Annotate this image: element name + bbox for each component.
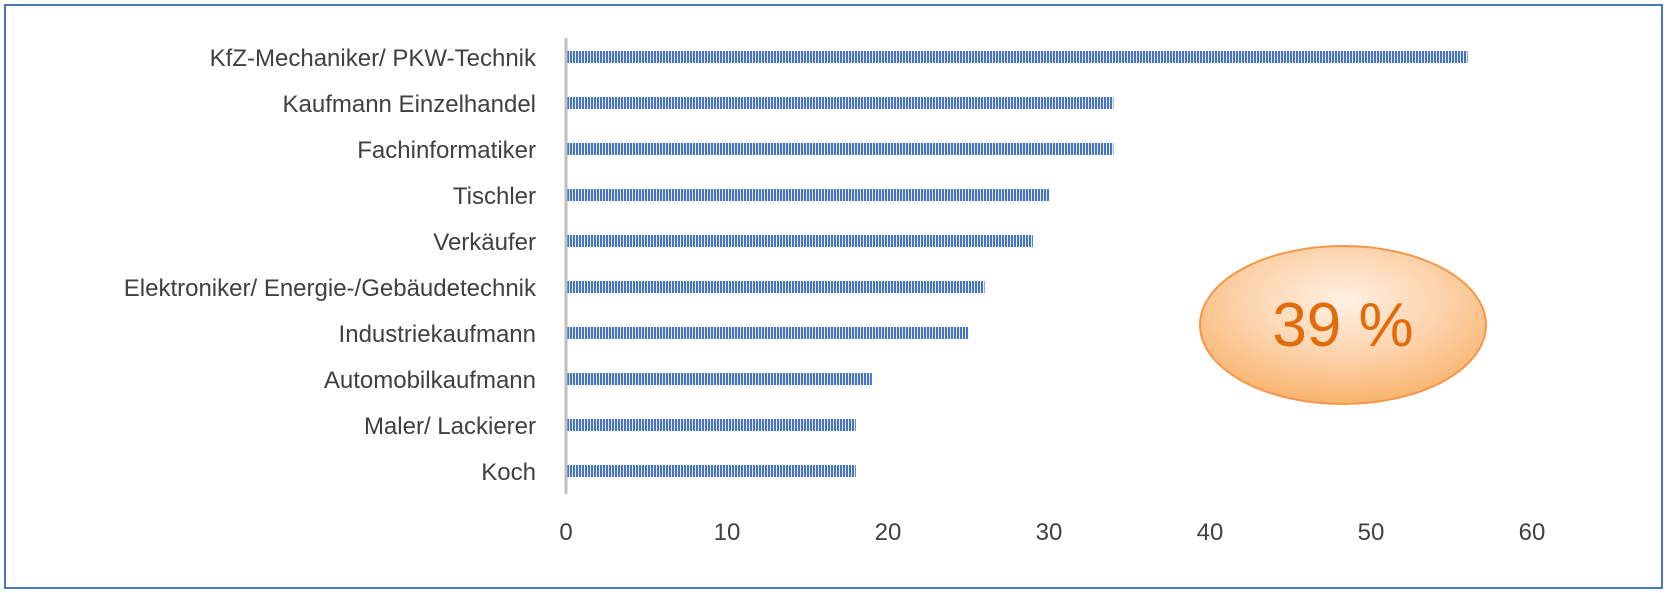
bar <box>566 235 1033 247</box>
category-label: Elektroniker/ Energie-/Gebäudetechnik <box>124 275 537 302</box>
bar <box>566 51 1468 63</box>
badge-text: 39 % <box>1272 291 1413 360</box>
category-label: Tischler <box>453 183 536 210</box>
bar <box>566 281 985 293</box>
category-label: Automobilkaufmann <box>324 367 536 394</box>
x-tick-label: 30 <box>1036 519 1063 546</box>
bar <box>566 465 856 477</box>
category-label: Kaufmann Einzelhandel <box>282 91 536 118</box>
category-label: Verkäufer <box>433 229 536 256</box>
x-tick-label: 40 <box>1197 519 1224 546</box>
x-tick-label: 0 <box>559 519 572 546</box>
category-label: Koch <box>481 459 536 486</box>
x-tick-label: 10 <box>714 519 741 546</box>
x-tick-label: 60 <box>1519 519 1546 546</box>
category-label: Maler/ Lackierer <box>364 413 536 440</box>
bar <box>566 143 1114 155</box>
x-tick-label: 20 <box>875 519 902 546</box>
bar <box>566 189 1049 201</box>
bar <box>566 373 872 385</box>
category-label: Fachinformatiker <box>357 137 536 164</box>
bar <box>566 97 1114 109</box>
category-label: Industriekaufmann <box>339 321 536 348</box>
badge-ellipse <box>1199 245 1487 405</box>
percentage-badge: 39 % <box>1199 245 1487 405</box>
bar <box>566 327 969 339</box>
category-label: KfZ-Mechaniker/ PKW-Technik <box>210 45 537 72</box>
bar <box>566 419 856 431</box>
x-tick-label: 50 <box>1358 519 1385 546</box>
